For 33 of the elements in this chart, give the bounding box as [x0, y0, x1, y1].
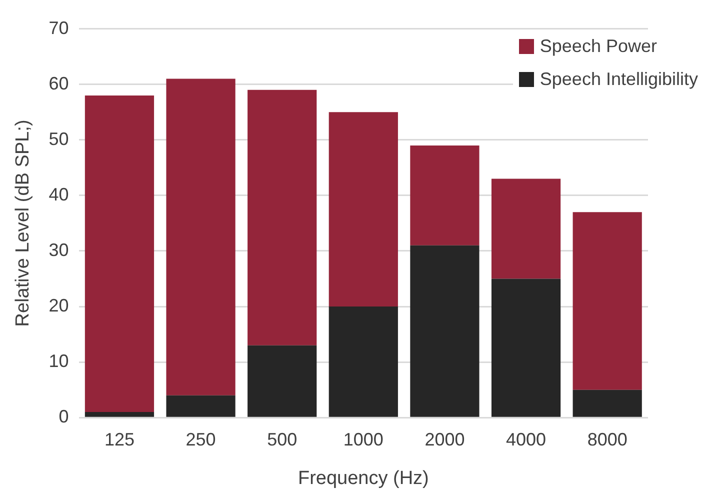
x-tick-label: 4000 — [506, 429, 546, 450]
y-tick-label: 60 — [48, 73, 69, 94]
bar — [248, 90, 317, 346]
bar — [572, 212, 642, 390]
bar — [166, 395, 236, 417]
bar — [410, 245, 480, 417]
x-tick-label: 8000 — [587, 429, 628, 450]
bar — [491, 178, 561, 279]
bar — [84, 95, 154, 412]
y-tick-label: 50 — [48, 128, 69, 149]
bar — [248, 345, 317, 417]
y-tick-label: 20 — [48, 295, 69, 316]
y-axis-title: Relative Level (dB SPL;) — [12, 120, 34, 327]
bar — [328, 306, 398, 417]
x-axis-title: Frequency (Hz) — [298, 468, 429, 489]
legend-label: Speech Power — [540, 36, 657, 57]
y-tick-label: 10 — [48, 351, 69, 372]
bar — [166, 78, 236, 396]
y-tick-label: 70 — [48, 18, 69, 38]
y-tick-label: 40 — [48, 184, 69, 204]
x-tick-label: 500 — [267, 429, 298, 450]
y-tick-label: 30 — [48, 240, 69, 260]
bar — [572, 390, 642, 417]
x-tick-label: 1000 — [343, 429, 384, 450]
y-tick-label: 0 — [58, 406, 69, 427]
x-tick-label: 2000 — [424, 429, 465, 450]
legend-label: Speech Intelligibility — [540, 69, 698, 90]
bar — [491, 278, 561, 417]
x-tick-label: 250 — [186, 429, 216, 450]
x-tick-label: 125 — [104, 429, 134, 450]
bar — [328, 112, 398, 307]
bar — [84, 412, 154, 417]
bar — [410, 145, 480, 246]
